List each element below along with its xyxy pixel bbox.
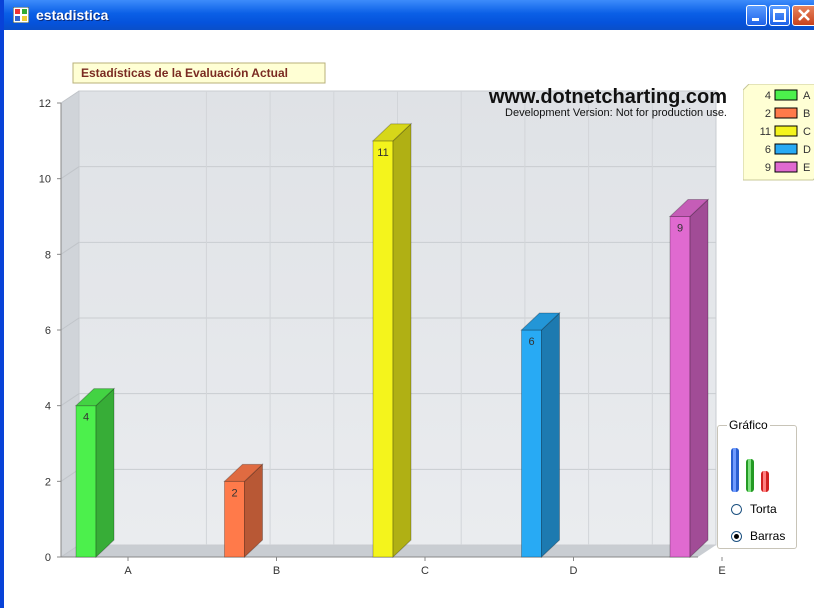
legend-label: C [803, 126, 811, 138]
legend-item: 11 C [760, 125, 811, 138]
watermark-title: www.dotnetcharting.com [488, 86, 727, 108]
grid-line-side [60, 90, 80, 104]
grid-line-side [60, 166, 80, 180]
watermark-subtitle: Development Version: Not for production … [505, 107, 727, 119]
bar-data-label: 2 [231, 487, 237, 499]
legend-swatch [774, 89, 798, 101]
y-tick-label: 12 [39, 98, 51, 110]
grid-line-side [60, 393, 80, 407]
y-tick-label: 6 [45, 325, 51, 337]
legend-value: 11 [760, 126, 771, 138]
y-tick-label: 4 [45, 401, 51, 413]
radio-pie[interactable]: Torta [731, 502, 777, 516]
legend-label: B [803, 108, 810, 120]
y-tick-label: 8 [45, 249, 51, 261]
app-icon [13, 7, 29, 23]
grid-line-side [60, 241, 80, 255]
bar-a: 4 [74, 387, 116, 559]
bar-data-label: 9 [677, 223, 683, 235]
x-tick-label: C [421, 565, 429, 577]
chart-type-group [717, 425, 797, 549]
bar-chart-icon [731, 448, 769, 492]
legend-swatch [774, 161, 798, 173]
bar-front [521, 329, 542, 558]
legend-swatch [774, 125, 798, 137]
bar-top [668, 199, 710, 217]
chart-type-group-title: Gráfico [727, 418, 770, 432]
x-tick-label: A [124, 565, 132, 577]
bar-data-label: 11 [377, 147, 388, 159]
bar-top [371, 123, 413, 142]
y-tick-label: 2 [45, 476, 51, 488]
legend-value: 2 [765, 108, 771, 120]
bar-data-label: 6 [528, 336, 534, 348]
x-tick-label: E [718, 565, 725, 577]
radio-bars[interactable]: Barras [731, 529, 785, 543]
bar-side [392, 122, 412, 559]
grid-line-side [60, 317, 80, 331]
bar-top [520, 312, 561, 331]
bar-chart: 0 2 4 6 8 10 12 A B C D E 4 2 11 6 9 Estadísticas de la… [39, 62, 727, 577]
x-tick-label: D [570, 565, 578, 577]
bar-front [669, 216, 691, 558]
legend-swatch [774, 143, 798, 155]
title-bar[interactable]: estadistica [4, 0, 814, 30]
bar-front [372, 140, 394, 558]
bar-e: 9 [668, 198, 710, 559]
bar-d: 6 [520, 311, 561, 559]
legend-swatch [774, 107, 798, 119]
bar-side [689, 198, 709, 559]
radio-bars-indicator[interactable] [731, 530, 742, 542]
legend-label: E [803, 162, 810, 174]
bar-c: 11 [371, 122, 413, 559]
bar-side [541, 311, 560, 559]
x-tick-label: B [273, 565, 280, 577]
radio-pie-label: Torta [750, 502, 777, 516]
close-icon [798, 9, 810, 21]
y-tick-label: 0 [45, 552, 51, 564]
chart-title: Estadísticas de la Evaluación Actual [81, 66, 288, 80]
window-title: estadistica [36, 7, 109, 23]
bar-side [95, 387, 115, 559]
minimize-icon [752, 18, 759, 21]
minimize-button[interactable] [746, 5, 767, 26]
legend-value: 6 [765, 144, 771, 156]
maximize-button[interactable] [769, 5, 790, 26]
chart-legend: 4 A 2 B 11 C 6 D 9 E [742, 83, 814, 181]
legend-label: A [803, 90, 811, 102]
radio-pie-indicator[interactable] [731, 503, 742, 515]
legend-value: 9 [765, 162, 771, 174]
bar-front [75, 405, 97, 558]
bar-data-label: 4 [83, 412, 89, 424]
chart-title-box [72, 62, 326, 84]
window-content: 0 2 4 6 8 10 12 A B C D E 4 2 11 6 9 Estadísticas de la… [8, 30, 814, 608]
y-tick-label: 10 [39, 174, 51, 186]
legend-value: 4 [765, 90, 771, 102]
bar-b: 2 [223, 463, 264, 559]
close-button[interactable] [792, 5, 814, 26]
maximize-icon [773, 9, 786, 22]
legend-label: D [803, 144, 811, 156]
radio-bars-label: Barras [750, 529, 786, 543]
bar-top [223, 463, 264, 482]
bar-top [74, 388, 116, 407]
